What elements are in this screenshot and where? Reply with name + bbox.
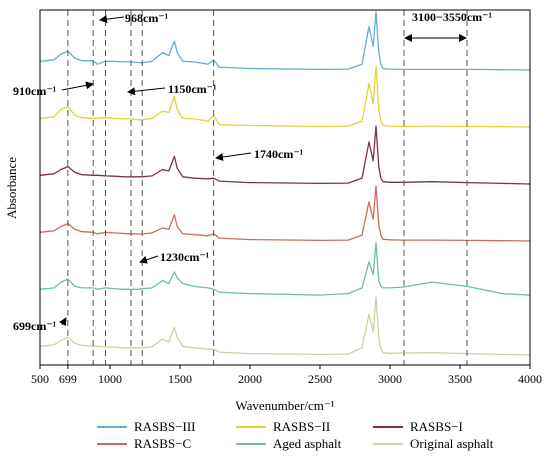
annotation-arrow-5 (59, 317, 67, 327)
y-axis-label: Absorbance (4, 157, 19, 219)
x-tick-label-1: 699 (59, 372, 77, 386)
legend-label-2: RASBS−I (410, 419, 463, 434)
annotation-label-2: 1150cm⁻¹ (168, 82, 217, 96)
x-tick-label-0: 500 (31, 372, 49, 386)
series-line-0 (39, 11, 531, 71)
legend-label-4: Aged asphalt (273, 436, 342, 451)
annotation-arrow-0 (99, 15, 125, 24)
plot-frame (39, 9, 531, 366)
annotation-label-6: 3100−3550cm⁻¹ (412, 10, 492, 24)
legend-label-1: RASBS−II (273, 419, 330, 434)
series-lines (39, 11, 531, 356)
annotation-arrow-4 (139, 255, 159, 264)
reference-lines (67, 10, 468, 365)
annotation-arrow-2 (127, 87, 166, 96)
annotation-arrow-3 (215, 152, 252, 161)
annotation-label-5: 699cm⁻¹ (13, 319, 57, 333)
legend: RASBS−III RASBS−II RASBS−I RASBS−C Aged asph… (97, 419, 494, 451)
x-tick-label-6: 3000 (378, 372, 402, 386)
legend-label-5: Original asphalt (410, 436, 494, 451)
annotation-label-0: 968cm⁻¹ (125, 11, 169, 25)
annotation-label-4: 1230cm⁻¹ (160, 250, 210, 264)
series-line-3 (39, 185, 531, 242)
annotation-label-3: 1740cm⁻¹ (254, 147, 304, 161)
x-tick-label-2: 1000 (98, 372, 122, 386)
x-ticks: 500 699 1000 1500 2000 2500 3000 3500 4000 (31, 365, 542, 386)
legend-label-3: RASBS−C (134, 436, 191, 451)
annotation-label-1: 910cm⁻¹ (13, 84, 57, 98)
x-axis-label: Wavenumber/cm⁻¹ (235, 398, 334, 413)
x-tick-label-3: 1500 (168, 372, 192, 386)
series-line-5 (39, 296, 531, 356)
x-tick-label-5: 2500 (308, 372, 332, 386)
legend-label-0: RASBS−III (134, 419, 196, 434)
series-line-1 (39, 65, 531, 128)
x-tick-label-8: 4000 (518, 372, 542, 386)
series-line-2 (39, 125, 531, 185)
annotation-arrow-1 (61, 81, 94, 91)
annotations: 968cm⁻¹ 910cm⁻¹ 1150cm⁻¹ 1740cm⁻¹ 1230cm⁻¹ 69… (13, 10, 492, 333)
x-tick-label-7: 3500 (448, 372, 472, 386)
x-tick-label-4: 2000 (238, 372, 262, 386)
series-line-4 (39, 242, 531, 296)
